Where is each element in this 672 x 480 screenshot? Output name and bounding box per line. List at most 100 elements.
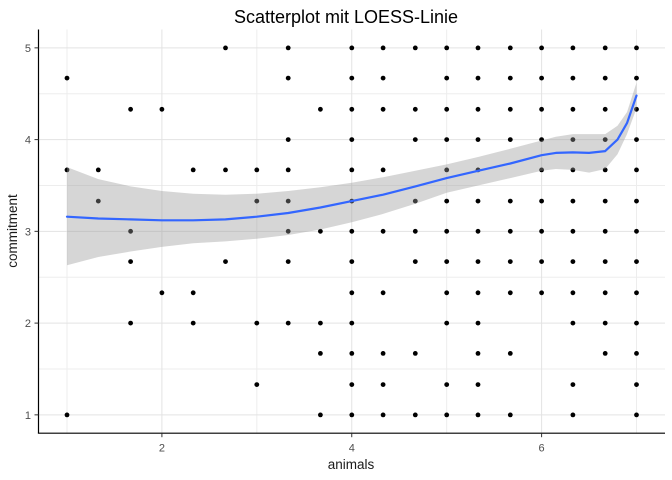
data-point bbox=[570, 320, 576, 326]
data-point bbox=[444, 290, 450, 296]
data-point bbox=[475, 351, 481, 356]
data-point bbox=[602, 198, 608, 204]
data-point bbox=[507, 45, 513, 51]
data-point bbox=[634, 382, 639, 387]
data-point bbox=[539, 137, 544, 143]
data-point bbox=[285, 75, 291, 81]
chart-title: Scatterplot mit LOESS-Linie bbox=[234, 7, 458, 27]
data-point bbox=[475, 106, 481, 112]
data-point bbox=[539, 290, 544, 296]
data-point bbox=[602, 228, 608, 234]
data-point bbox=[285, 228, 291, 234]
data-point bbox=[349, 228, 355, 234]
data-point bbox=[475, 198, 481, 204]
data-point bbox=[507, 75, 513, 81]
y-axis-title: commitment bbox=[5, 194, 20, 268]
data-point bbox=[507, 228, 513, 234]
data-point bbox=[318, 228, 323, 234]
data-point bbox=[570, 290, 576, 296]
data-point bbox=[380, 106, 386, 112]
data-point bbox=[602, 290, 608, 296]
data-point bbox=[128, 259, 134, 264]
data-point bbox=[507, 137, 513, 143]
data-point bbox=[634, 45, 639, 51]
data-point bbox=[475, 290, 481, 296]
data-point bbox=[128, 106, 134, 112]
data-point bbox=[412, 259, 418, 264]
data-point bbox=[507, 351, 513, 356]
y-tick-label: 1 bbox=[25, 410, 31, 422]
data-point bbox=[254, 382, 260, 387]
data-point bbox=[507, 198, 513, 204]
data-point bbox=[602, 320, 608, 326]
y-tick-label: 3 bbox=[25, 226, 31, 238]
data-point bbox=[634, 228, 639, 234]
data-point bbox=[634, 351, 639, 356]
data-point bbox=[475, 45, 481, 51]
data-point bbox=[602, 106, 608, 112]
data-point bbox=[380, 167, 386, 173]
data-point bbox=[64, 167, 70, 173]
data-point bbox=[318, 351, 323, 356]
y-tick-label: 4 bbox=[25, 135, 31, 147]
data-point bbox=[570, 106, 576, 112]
data-point bbox=[128, 320, 134, 326]
data-point bbox=[349, 106, 355, 112]
data-point bbox=[475, 320, 481, 326]
data-point bbox=[539, 259, 544, 264]
data-point bbox=[570, 137, 576, 143]
data-point bbox=[223, 45, 228, 51]
data-point bbox=[64, 412, 70, 418]
data-point bbox=[634, 106, 639, 112]
data-point bbox=[254, 320, 260, 326]
data-point bbox=[634, 259, 639, 264]
data-point bbox=[602, 167, 608, 173]
data-point bbox=[380, 290, 386, 296]
data-point bbox=[507, 412, 513, 418]
data-point bbox=[475, 259, 481, 264]
y-tick-label: 5 bbox=[25, 43, 31, 55]
data-point bbox=[444, 75, 450, 81]
x-tick-label: 4 bbox=[349, 443, 355, 455]
x-tick-label: 6 bbox=[539, 443, 545, 455]
data-point bbox=[570, 228, 576, 234]
data-point bbox=[318, 320, 323, 326]
data-point bbox=[95, 167, 101, 173]
data-point bbox=[285, 320, 291, 326]
data-point bbox=[285, 137, 291, 143]
data-point bbox=[128, 228, 134, 234]
data-point bbox=[444, 137, 450, 143]
data-point bbox=[349, 259, 355, 264]
y-tick-label: 2 bbox=[25, 318, 31, 330]
data-point bbox=[412, 198, 418, 204]
data-point bbox=[349, 45, 355, 51]
data-point bbox=[380, 382, 386, 387]
data-point bbox=[539, 106, 544, 112]
data-point bbox=[349, 167, 355, 173]
data-point bbox=[349, 382, 355, 387]
data-point bbox=[380, 45, 386, 51]
data-point bbox=[159, 106, 165, 112]
data-point bbox=[349, 290, 355, 296]
data-point bbox=[444, 228, 450, 234]
data-point bbox=[285, 259, 291, 264]
data-point bbox=[190, 290, 196, 296]
data-point bbox=[570, 45, 576, 51]
data-point bbox=[602, 45, 608, 51]
data-point bbox=[602, 259, 608, 264]
data-point bbox=[64, 75, 70, 81]
data-point bbox=[475, 228, 481, 234]
data-point bbox=[444, 412, 450, 418]
data-point bbox=[634, 198, 639, 204]
data-point bbox=[507, 290, 513, 296]
data-point bbox=[412, 351, 418, 356]
data-point bbox=[318, 412, 323, 418]
data-point bbox=[349, 351, 355, 356]
data-point bbox=[507, 106, 513, 112]
data-point bbox=[634, 290, 639, 296]
data-point bbox=[412, 45, 418, 51]
data-point bbox=[254, 167, 260, 173]
data-point bbox=[223, 167, 228, 173]
data-point bbox=[570, 198, 576, 204]
